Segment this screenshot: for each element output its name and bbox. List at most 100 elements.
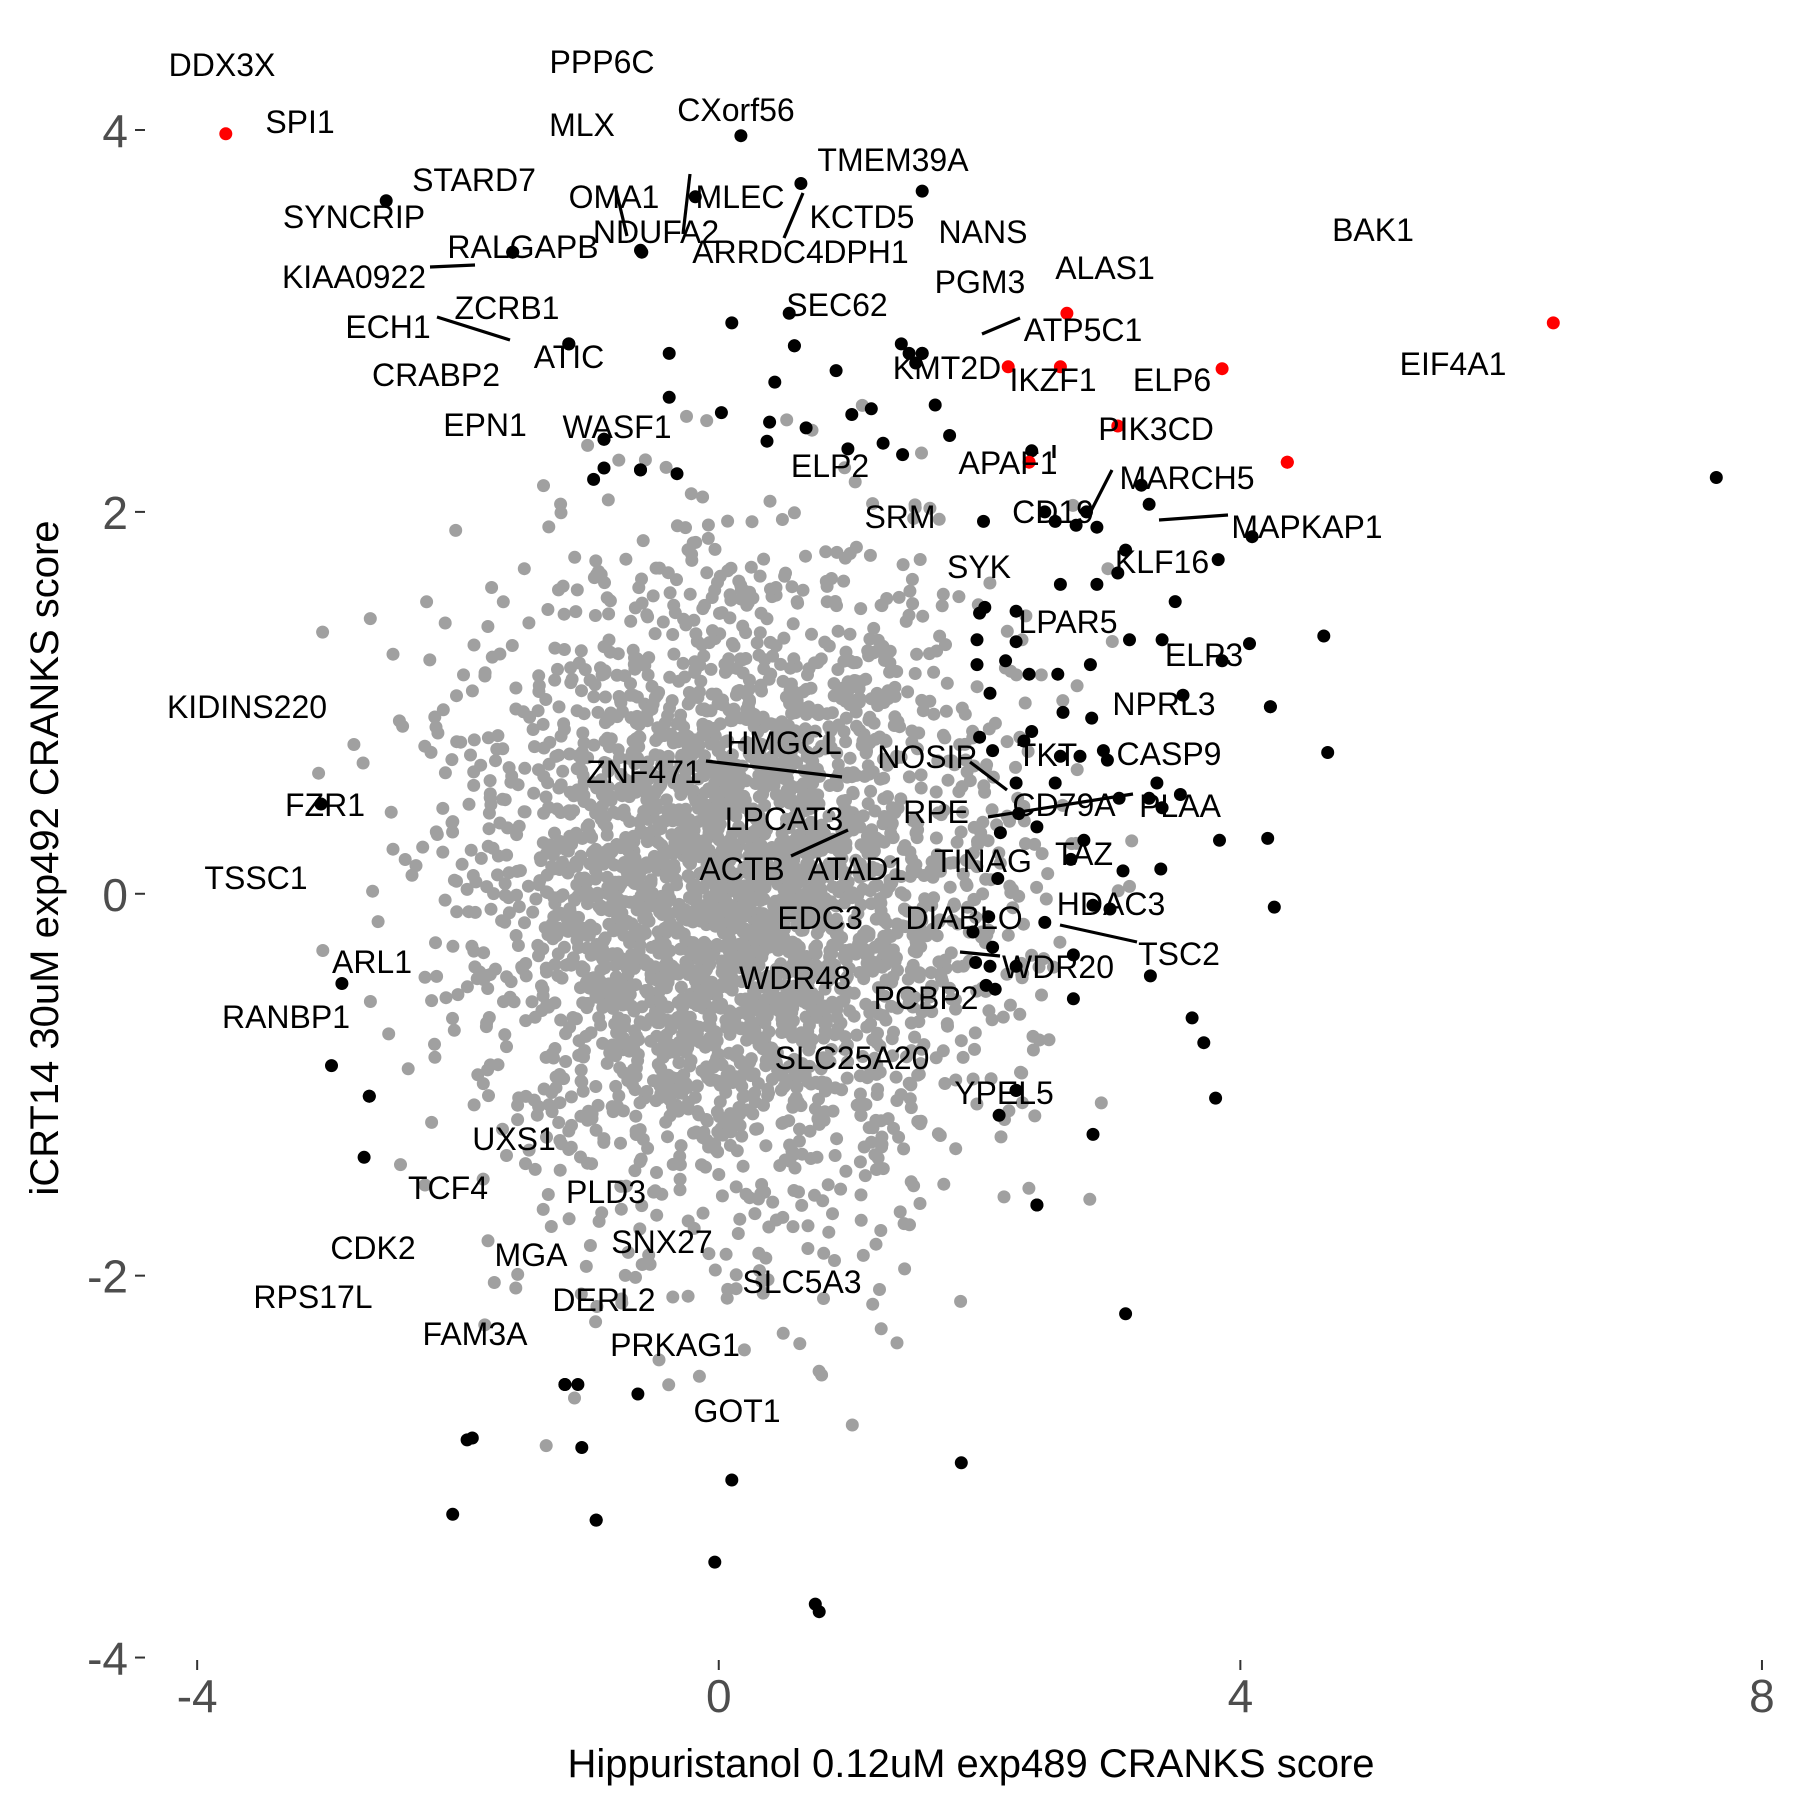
- hit-point: [1009, 604, 1023, 618]
- background-point: [907, 511, 921, 525]
- leader-kiaa0922: [429, 263, 476, 269]
- label-lpar5: LPAR5: [1018, 604, 1117, 640]
- background-point: [651, 721, 665, 735]
- background-point: [681, 729, 695, 743]
- label-slc25a20: SLC25A20: [775, 1040, 930, 1076]
- background-point: [1026, 1043, 1040, 1057]
- background-point: [394, 1158, 407, 1172]
- background-point: [746, 859, 760, 873]
- background-point: [652, 984, 666, 998]
- background-point: [470, 972, 484, 986]
- label-prkag1: PRKAG1: [610, 1327, 740, 1363]
- label-stard7: STARD7: [412, 162, 536, 198]
- background-point: [398, 853, 412, 866]
- background-point: [576, 1084, 590, 1098]
- background-point: [447, 873, 461, 887]
- background-point: [719, 735, 733, 748]
- background-point: [750, 914, 764, 927]
- background-point: [574, 644, 588, 658]
- background-point: [1111, 884, 1125, 898]
- background-point: [686, 536, 700, 550]
- background-point: [646, 589, 660, 603]
- background-point: [436, 845, 450, 859]
- background-point: [801, 1242, 815, 1255]
- background-point: [875, 599, 889, 613]
- background-point: [512, 1091, 526, 1105]
- background-point: [734, 711, 747, 725]
- background-point: [451, 988, 465, 1002]
- background-point: [850, 1028, 864, 1042]
- background-point: [818, 892, 832, 906]
- background-point: [778, 569, 792, 583]
- background-point: [429, 936, 442, 950]
- background-point: [1000, 967, 1014, 981]
- background-point: [671, 967, 685, 981]
- background-point: [545, 1047, 559, 1061]
- background-point: [953, 738, 967, 752]
- background-point: [701, 531, 715, 545]
- label-dph1: DPH1: [823, 234, 908, 270]
- background-point: [905, 724, 919, 738]
- background-point: [820, 741, 834, 755]
- background-point: [808, 1188, 821, 1202]
- background-point: [619, 552, 633, 566]
- background-point: [743, 1191, 757, 1205]
- background-point: [843, 547, 857, 560]
- background-point: [363, 995, 377, 1008]
- background-point: [498, 1028, 512, 1042]
- background-point: [758, 827, 772, 841]
- hit-point: [1077, 833, 1091, 847]
- background-point: [870, 1058, 884, 1072]
- background-point: [731, 1044, 745, 1058]
- background-point: [782, 1114, 796, 1128]
- background-point: [766, 1195, 780, 1209]
- background-point: [635, 1258, 649, 1271]
- background-point: [416, 840, 430, 854]
- point-wasf1: [670, 467, 684, 481]
- background-point: [478, 1318, 492, 1332]
- background-point: [681, 959, 695, 973]
- point-wdr20: [1086, 1127, 1100, 1141]
- background-point: [618, 1013, 632, 1027]
- background-point: [924, 966, 938, 980]
- background-point: [786, 1220, 800, 1234]
- background-point: [923, 501, 937, 515]
- background-point: [589, 1315, 603, 1329]
- background-point: [594, 773, 608, 787]
- point-ppp6c: [734, 129, 748, 143]
- point-tinag: [1066, 992, 1080, 1006]
- background-point: [866, 1121, 880, 1135]
- label-rps17l: RPS17L: [253, 1279, 372, 1315]
- background-point: [614, 1179, 628, 1193]
- background-point: [799, 890, 813, 904]
- background-point: [864, 692, 878, 706]
- background-point: [692, 1108, 706, 1122]
- background-point: [804, 815, 818, 829]
- background-point: [552, 1116, 566, 1129]
- background-point: [789, 1091, 803, 1105]
- background-point: [615, 705, 629, 718]
- background-point: [446, 815, 460, 829]
- label-nans: NANS: [939, 214, 1028, 250]
- background-point: [661, 749, 675, 763]
- background-point: [614, 1202, 628, 1216]
- background-point: [602, 917, 616, 931]
- label-slc5a3: SLC5A3: [742, 1264, 861, 1300]
- background-point: [901, 685, 915, 699]
- hit-point: [763, 415, 777, 429]
- background-point: [870, 1088, 884, 1101]
- background-point: [642, 914, 656, 928]
- background-point: [971, 834, 984, 848]
- background-point: [436, 801, 450, 815]
- background-point: [695, 703, 709, 716]
- background-point: [845, 1418, 859, 1432]
- label-syncrip: SYNCRIP: [283, 199, 425, 235]
- background-point: [450, 905, 464, 919]
- point-cdk2: [460, 1433, 474, 1447]
- background-point: [363, 612, 377, 626]
- background-point: [864, 1017, 878, 1031]
- hit-point: [1142, 791, 1156, 805]
- background-point: [930, 848, 944, 861]
- background-point: [853, 1069, 867, 1083]
- x-tick-label: -4: [177, 1670, 218, 1722]
